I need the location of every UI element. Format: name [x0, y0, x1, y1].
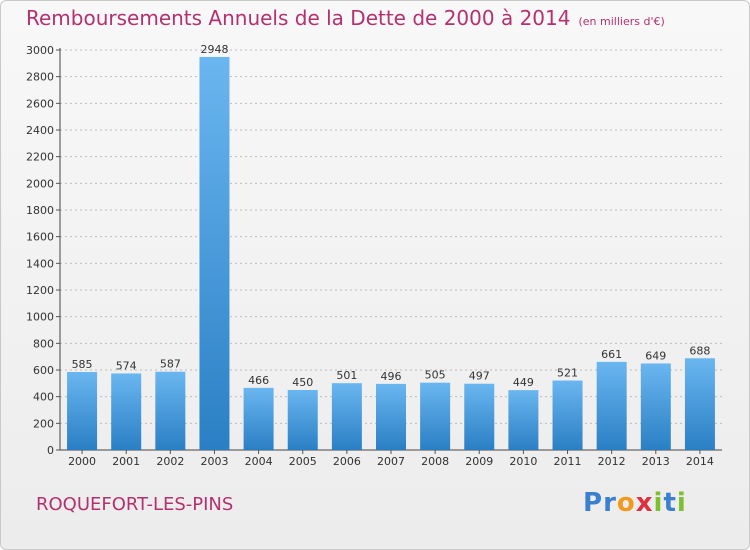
y-tick-label: 2200 [26, 151, 54, 164]
data-label: 501 [336, 369, 357, 382]
bar [508, 390, 539, 450]
logo-letter: x [635, 488, 654, 518]
data-label: 496 [381, 370, 402, 383]
data-label: 497 [469, 370, 490, 383]
bar [155, 371, 186, 450]
x-tick-label: 2012 [598, 455, 626, 468]
y-tick-label: 200 [33, 417, 54, 430]
bar [552, 380, 583, 450]
chart-unit: (en milliers d'€) [578, 15, 665, 28]
x-tick-label: 2002 [156, 455, 184, 468]
x-tick-label: 2006 [333, 455, 361, 468]
data-label: 2948 [200, 43, 228, 56]
y-tick-label: 2000 [26, 177, 54, 190]
x-tick-label: 2014 [686, 455, 714, 468]
bar [199, 56, 230, 450]
x-tick-label: 2008 [421, 455, 449, 468]
y-tick-label: 1000 [26, 311, 54, 324]
logo-letter: r [603, 488, 617, 518]
data-label: 505 [425, 369, 446, 382]
bar [331, 383, 362, 450]
bar [376, 383, 406, 450]
y-tick-label: 3000 [26, 44, 54, 57]
y-tick-label: 2400 [26, 124, 54, 137]
x-tick-label: 2003 [200, 455, 228, 468]
y-tick-label: 2800 [26, 71, 54, 84]
bar [640, 363, 671, 450]
logo-letter: t [663, 488, 677, 518]
y-tick-label: 800 [33, 337, 54, 350]
bar [243, 387, 274, 450]
commune-name: ROQUEFORT-LES-PINS [36, 494, 234, 515]
bar [684, 358, 715, 450]
data-label: 585 [72, 358, 93, 371]
bar [420, 382, 451, 450]
bar [287, 390, 318, 450]
x-tick-label: 2013 [642, 455, 670, 468]
logo-letter: P [583, 488, 604, 518]
bar [111, 373, 142, 450]
x-tick-label: 2009 [465, 455, 493, 468]
data-label: 521 [557, 367, 578, 380]
bar [67, 372, 98, 450]
data-label: 466 [248, 374, 269, 387]
logo-letter: i [676, 488, 687, 518]
data-label: 587 [160, 358, 181, 371]
bar [464, 383, 495, 450]
x-tick-label: 2011 [554, 455, 582, 468]
logo-letter: i [653, 488, 664, 518]
bar [596, 361, 627, 450]
data-label: 450 [292, 376, 313, 389]
data-label: 449 [513, 376, 534, 389]
x-tick-label: 2005 [289, 455, 317, 468]
y-tick-label: 400 [33, 391, 54, 404]
x-tick-label: 2010 [509, 455, 537, 468]
y-tick-label: 600 [33, 364, 54, 377]
logo-letter: o [616, 488, 636, 518]
y-tick-label: 2600 [26, 97, 54, 110]
y-tick-label: 1200 [26, 284, 54, 297]
y-tick-label: 0 [47, 444, 54, 457]
x-tick-label: 2000 [68, 455, 96, 468]
data-label: 661 [601, 348, 622, 361]
chart-title: Remboursements Annuels de la Dette de 20… [26, 6, 665, 30]
y-tick-label: 1600 [26, 231, 54, 244]
y-tick-label: 1800 [26, 204, 54, 217]
x-tick-label: 2004 [245, 455, 273, 468]
x-tick-label: 2001 [112, 455, 140, 468]
data-label: 574 [116, 359, 137, 372]
x-tick-label: 2007 [377, 455, 405, 468]
data-label: 688 [689, 344, 710, 357]
chart-title-text: Remboursements Annuels de la Dette de 20… [26, 6, 571, 30]
y-tick-label: 1400 [26, 257, 54, 270]
proxiti-logo: Proxiti [583, 488, 687, 518]
data-label: 649 [645, 349, 666, 362]
